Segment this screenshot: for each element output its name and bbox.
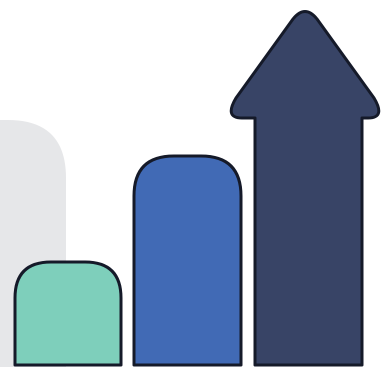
medium-bar [132,154,243,367]
short-bar [13,260,123,367]
up-arrow-bar [229,10,381,367]
